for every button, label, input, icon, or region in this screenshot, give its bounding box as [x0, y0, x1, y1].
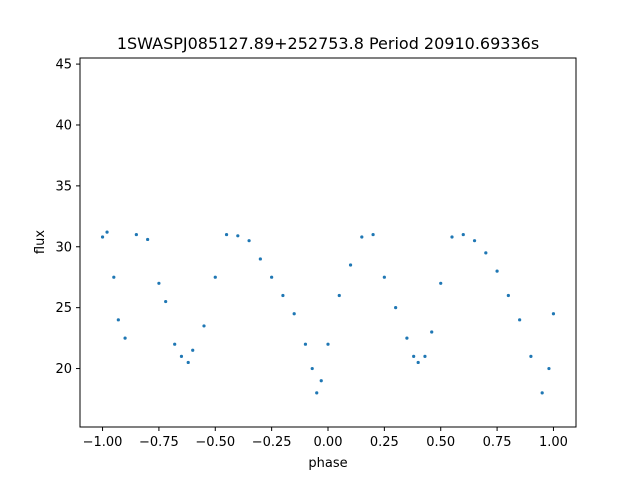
data-point — [495, 269, 499, 273]
x-tick-label: 0.75 — [483, 435, 512, 450]
data-point — [100, 235, 105, 239]
data-point — [303, 342, 308, 346]
data-point — [337, 293, 341, 298]
data-point — [315, 391, 319, 395]
data-point — [506, 293, 510, 298]
y-axis-label: flux — [33, 230, 48, 254]
chart-title: 1SWASPJ085127.89+252753.8 Period 20910.6… — [117, 34, 539, 53]
x-tick-label: 1.00 — [539, 435, 568, 450]
data-point — [146, 237, 150, 242]
data-point — [551, 312, 556, 316]
data-point — [371, 232, 375, 237]
data-point — [186, 360, 190, 365]
y-tick-label: 30 — [55, 240, 72, 255]
data-point — [281, 293, 285, 298]
y-tick-label: 25 — [55, 301, 72, 316]
data-point — [247, 239, 251, 243]
data-point — [430, 330, 434, 334]
x-tick-label: 0.00 — [314, 435, 343, 450]
data-point — [461, 232, 465, 237]
data-point — [191, 348, 195, 352]
data-points — [100, 230, 556, 395]
data-point — [134, 232, 138, 237]
data-point — [292, 312, 296, 316]
x-axis-label: phase — [308, 456, 347, 471]
data-point — [173, 342, 177, 346]
data-point — [310, 366, 314, 371]
data-point — [236, 234, 240, 238]
x-tick-label: −0.25 — [252, 435, 292, 450]
x-tick-label: 0.50 — [426, 435, 455, 450]
y-tick-label: 35 — [55, 179, 72, 194]
data-point — [518, 318, 522, 322]
data-point — [416, 360, 420, 365]
data-point — [202, 324, 206, 328]
data-point — [123, 336, 127, 340]
data-point — [213, 275, 217, 279]
data-point — [540, 391, 544, 395]
data-point — [157, 281, 161, 285]
data-point — [326, 342, 330, 346]
data-point — [423, 354, 427, 358]
data-point — [105, 230, 109, 234]
data-point — [116, 318, 120, 322]
data-point — [382, 275, 386, 279]
data-point — [439, 281, 443, 285]
x-tick-label: −0.50 — [195, 435, 235, 450]
data-point — [164, 299, 168, 304]
y-axis-ticks: 20 25 30 35 40 45 — [55, 58, 80, 377]
data-point — [484, 251, 488, 255]
data-point — [529, 354, 533, 358]
data-point — [112, 275, 116, 279]
data-point — [258, 257, 262, 261]
data-point — [179, 354, 184, 358]
data-point — [224, 232, 229, 237]
data-point — [348, 263, 353, 267]
data-point — [394, 306, 398, 310]
y-tick-label: 40 — [55, 118, 72, 133]
x-axis-ticks: −1.00 −0.75 −0.50 −0.25 0.00 0.25 0.50 0.75 1.00 — [83, 427, 568, 450]
y-tick-label: 45 — [55, 58, 72, 73]
data-point — [412, 354, 416, 358]
data-point — [472, 239, 477, 243]
data-point — [405, 336, 409, 340]
y-tick-label: 20 — [55, 362, 72, 377]
data-point — [319, 379, 323, 383]
data-point — [547, 366, 551, 371]
plot-frame — [79, 57, 577, 428]
x-tick-label: 0.25 — [370, 435, 399, 450]
x-tick-label: −1.00 — [83, 435, 123, 450]
x-tick-label: −0.75 — [139, 435, 179, 450]
data-point — [360, 235, 364, 239]
data-point — [270, 275, 274, 279]
data-point — [450, 235, 454, 239]
